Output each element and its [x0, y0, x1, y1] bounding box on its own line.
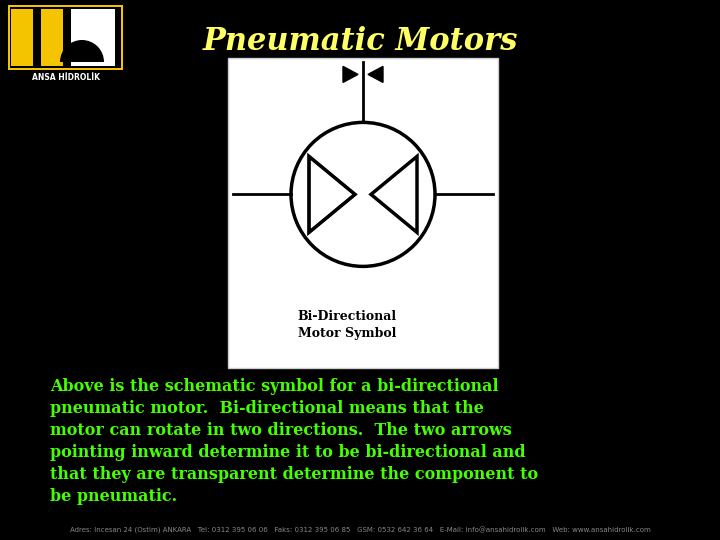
Text: motor can rotate in two directions.  The two arrows: motor can rotate in two directions. The … [50, 422, 512, 439]
Wedge shape [11, 31, 33, 42]
Text: ANSA HİDROLİK: ANSA HİDROLİK [32, 73, 99, 82]
Text: Pneumatic Motors: Pneumatic Motors [202, 26, 518, 57]
Bar [71, 9, 93, 66]
Polygon shape [368, 66, 383, 83]
Text: pointing inward determine it to be bi-directional and: pointing inward determine it to be bi-di… [50, 444, 526, 461]
Text: be pneumatic.: be pneumatic. [50, 488, 177, 505]
Text: that they are transparent determine the component to: that they are transparent determine the … [50, 466, 538, 483]
Bar [8, 5, 123, 70]
Wedge shape [60, 40, 104, 62]
Wedge shape [93, 31, 115, 42]
Text: Adres: Incesan 24 (Ostim) ANKARA   Tel: 0312 395 06 06   Faks: 0312 395 06 85   : Adres: Incesan 24 (Ostim) ANKARA Tel: 03… [70, 526, 650, 534]
Text: pneumatic motor.  Bi-directional means that the: pneumatic motor. Bi-directional means th… [50, 400, 484, 417]
Bar [41, 9, 63, 66]
Bar [93, 9, 115, 66]
Wedge shape [71, 31, 93, 42]
Text: Bi-Directional
Motor Symbol: Bi-Directional Motor Symbol [297, 309, 397, 340]
Bar [228, 58, 498, 368]
Bar [10, 7, 121, 68]
Text: Above is the schematic symbol for a bi-directional: Above is the schematic symbol for a bi-d… [50, 378, 498, 395]
Wedge shape [41, 31, 63, 42]
Bar [11, 9, 33, 66]
Polygon shape [343, 66, 358, 83]
